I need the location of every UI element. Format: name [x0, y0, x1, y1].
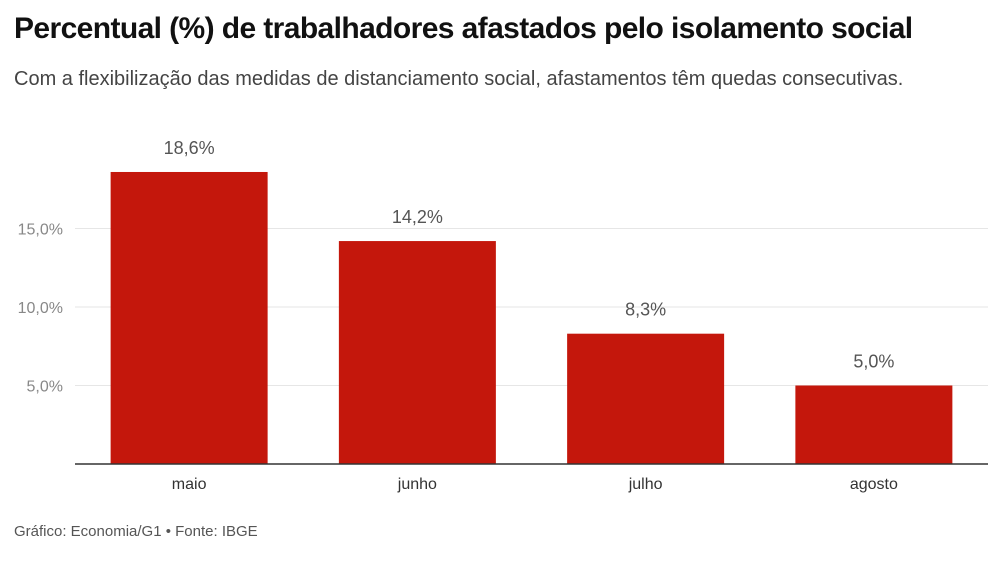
bar-junho — [338, 241, 496, 464]
value-label: 14,2% — [392, 207, 443, 227]
value-label: 8,3% — [625, 300, 666, 320]
bar-maio — [110, 171, 268, 465]
x-tick-label: julho — [628, 476, 663, 493]
y-tick-label: 15,0% — [18, 222, 63, 239]
bar-agosto — [795, 385, 953, 464]
chart-subtitle: Com a flexibilização das medidas de dist… — [14, 68, 904, 90]
value-label: 5,0% — [853, 352, 894, 372]
x-tick-label: agosto — [850, 476, 898, 493]
y-tick-label: 10,0% — [18, 300, 63, 317]
bars — [110, 171, 953, 465]
value-labels: 18,6% 14,2% 8,3% 5,0% — [164, 138, 895, 372]
source-footer: Gráfico: Economia/G1 • Fonte: IBGE — [14, 523, 258, 540]
x-tick-label: junho — [397, 476, 437, 493]
bar-julho — [567, 333, 725, 464]
y-axis-ticks: 5,0% 10,0% 15,0% — [18, 222, 63, 396]
y-tick-label: 5,0% — [27, 379, 63, 396]
chart-title: Percentual (%) de trabalhadores afastado… — [14, 12, 913, 45]
x-tick-label: maio — [172, 476, 207, 493]
x-axis-ticks: maio junho julho agosto — [172, 476, 898, 493]
value-label: 18,6% — [164, 138, 215, 158]
